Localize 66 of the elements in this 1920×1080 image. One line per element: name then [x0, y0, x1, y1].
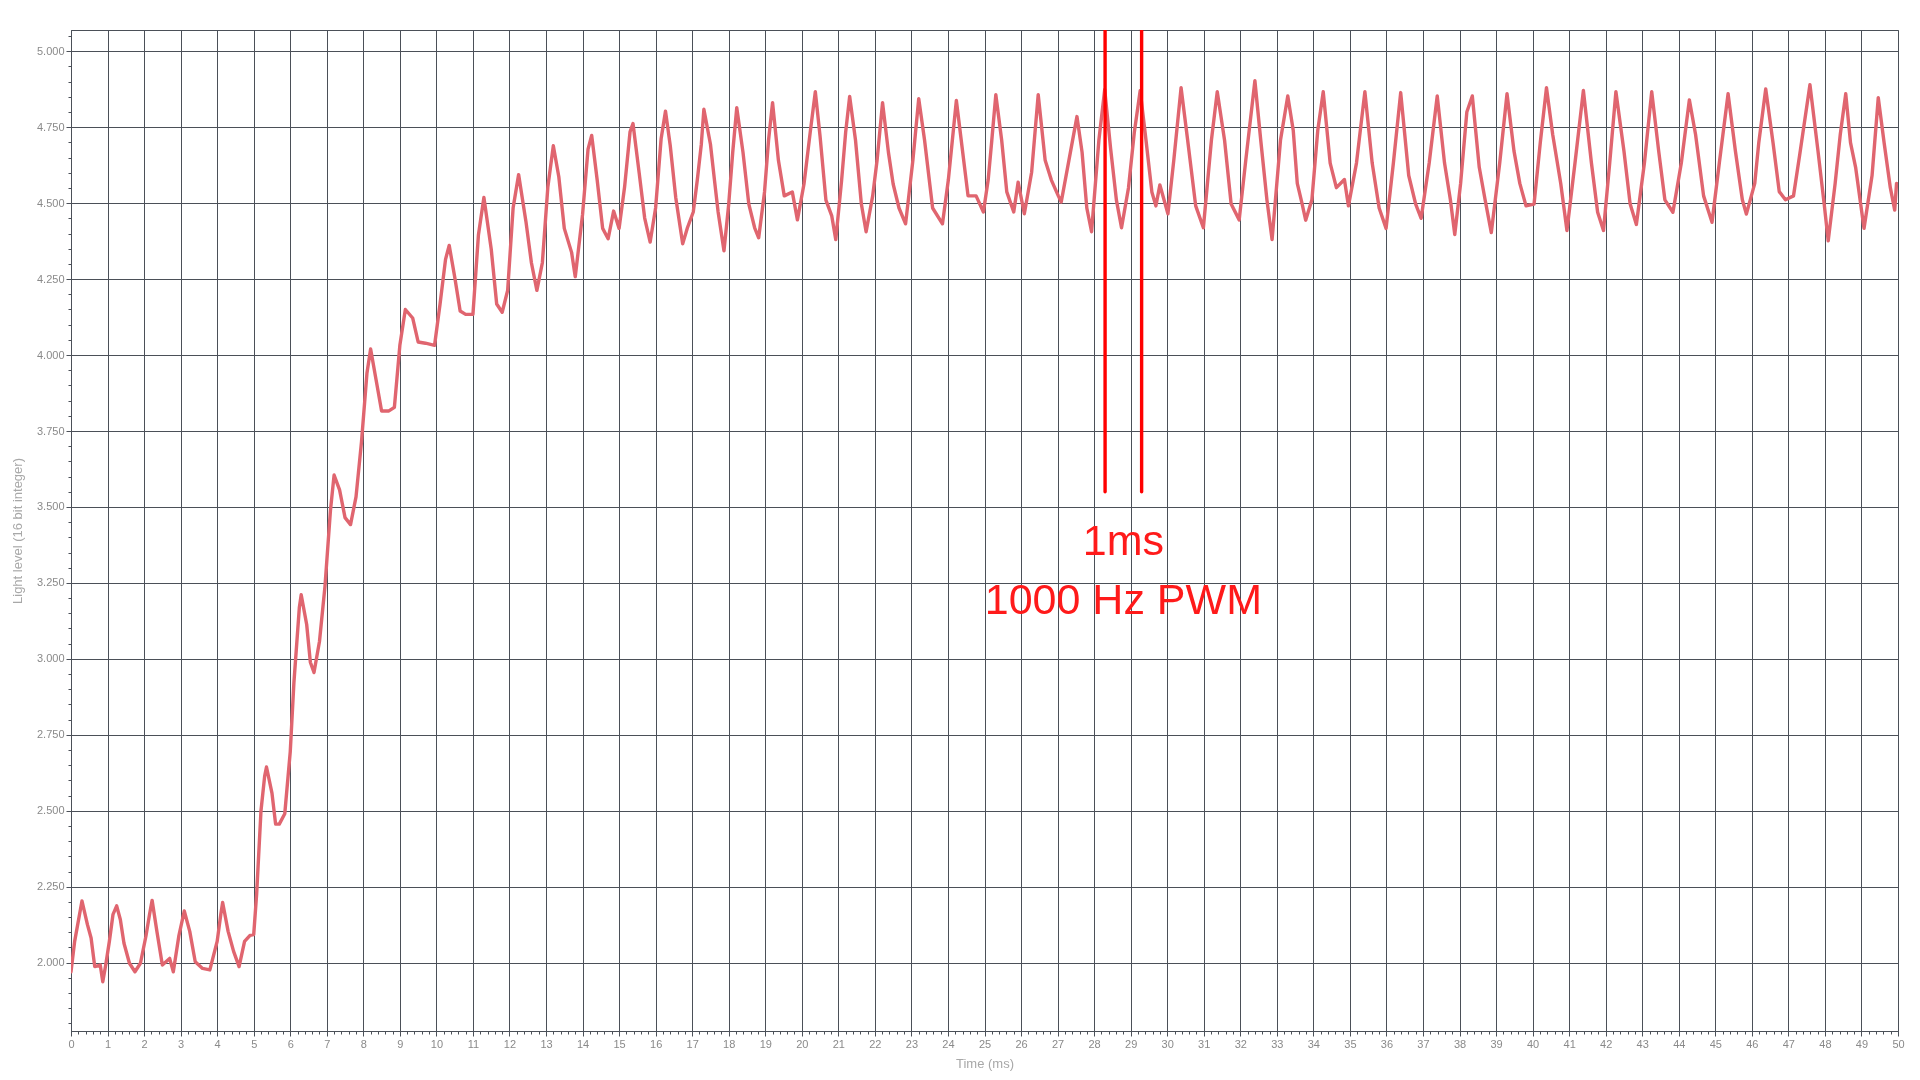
x-tick-label: 24	[942, 1037, 955, 1050]
x-tick-label: 27	[1051, 1037, 1065, 1050]
x-tick-label: 40	[1526, 1037, 1540, 1050]
y-tick-label: 2.750	[36, 728, 65, 741]
x-tick-label: 0	[68, 1037, 75, 1050]
x-tick-label: 17	[686, 1037, 699, 1050]
x-tick-label: 48	[1819, 1037, 1832, 1050]
x-tick-label: 11	[467, 1037, 480, 1050]
x-tick-label: 9	[397, 1037, 404, 1050]
y-tick-label: 3.000	[36, 652, 65, 665]
x-tick-label: 22	[869, 1037, 882, 1050]
x-tick-label: 15	[613, 1037, 626, 1050]
x-tick-label: 13	[540, 1037, 553, 1050]
x-tick-label: 42	[1600, 1037, 1613, 1050]
x-tick-label: 50	[1892, 1037, 1905, 1050]
x-tick-label: 19	[759, 1037, 772, 1050]
x-tick-label: 23	[905, 1037, 919, 1050]
x-tick-label: 46	[1746, 1037, 1759, 1050]
x-tick-label: 8	[360, 1037, 367, 1050]
x-tick-label: 30	[1161, 1037, 1174, 1050]
x-tick-label: 6	[287, 1037, 294, 1050]
x-tick-label: 12	[503, 1037, 517, 1050]
x-tick-label: 16	[650, 1037, 663, 1050]
y-tick-label: 3.750	[36, 424, 65, 437]
x-tick-label: 7	[324, 1037, 331, 1050]
x-tick-label: 28	[1088, 1037, 1101, 1050]
y-tick-label: 3.500	[36, 500, 65, 513]
x-tick-label: 49	[1855, 1037, 1869, 1050]
x-tick-label: 37	[1417, 1037, 1430, 1050]
y-tick-label: 4.250	[36, 272, 65, 285]
x-tick-label: 5	[251, 1037, 258, 1050]
x-tick-label: 14	[576, 1037, 590, 1050]
x-tick-label: 41	[1563, 1037, 1576, 1050]
y-tick-label: 5.000	[36, 44, 65, 57]
x-tick-label: 2	[141, 1037, 148, 1050]
x-axis-title: Time (ms)	[955, 1055, 1015, 1071]
x-tick-label: 44	[1673, 1037, 1686, 1050]
x-tick-label: 25	[978, 1037, 992, 1050]
y-tick-label: 2.250	[36, 880, 65, 893]
x-tick-label: 33	[1271, 1037, 1284, 1050]
y-tick-label: 4.000	[36, 348, 65, 361]
x-tick-label: 38	[1453, 1037, 1467, 1050]
x-tick-label: 18	[723, 1037, 736, 1050]
x-tick-label: 45	[1709, 1037, 1722, 1050]
y-tick-label: 2.500	[36, 804, 65, 817]
x-tick-label: 47	[1782, 1037, 1796, 1050]
x-tick-label: 26	[1015, 1037, 1028, 1050]
x-tick-label: 10	[430, 1037, 444, 1050]
y-tick-label: 4.500	[36, 196, 65, 209]
y-tick-label: 2.000	[36, 956, 65, 969]
x-tick-label: 43	[1636, 1037, 1649, 1050]
x-tick-label: 35	[1344, 1037, 1357, 1050]
x-tick-label: 4	[214, 1037, 221, 1050]
x-tick-label: 36	[1380, 1037, 1394, 1050]
x-tick-label: 31	[1198, 1037, 1211, 1050]
x-tick-label: 34	[1307, 1037, 1320, 1050]
y-tick-label: 3.250	[36, 576, 65, 589]
y-axis-title: Light level (16 bit integer)	[9, 458, 25, 604]
x-tick-label: 3	[178, 1037, 185, 1050]
x-tick-label: 21	[832, 1037, 845, 1050]
x-tick-label: 1	[104, 1037, 112, 1050]
x-tick-label: 32	[1234, 1037, 1247, 1050]
x-tick-label: 20	[796, 1037, 809, 1050]
x-tick-label: 29	[1125, 1037, 1138, 1050]
x-tick-label: 39	[1490, 1037, 1503, 1050]
y-tick-label: 4.750	[36, 120, 65, 133]
